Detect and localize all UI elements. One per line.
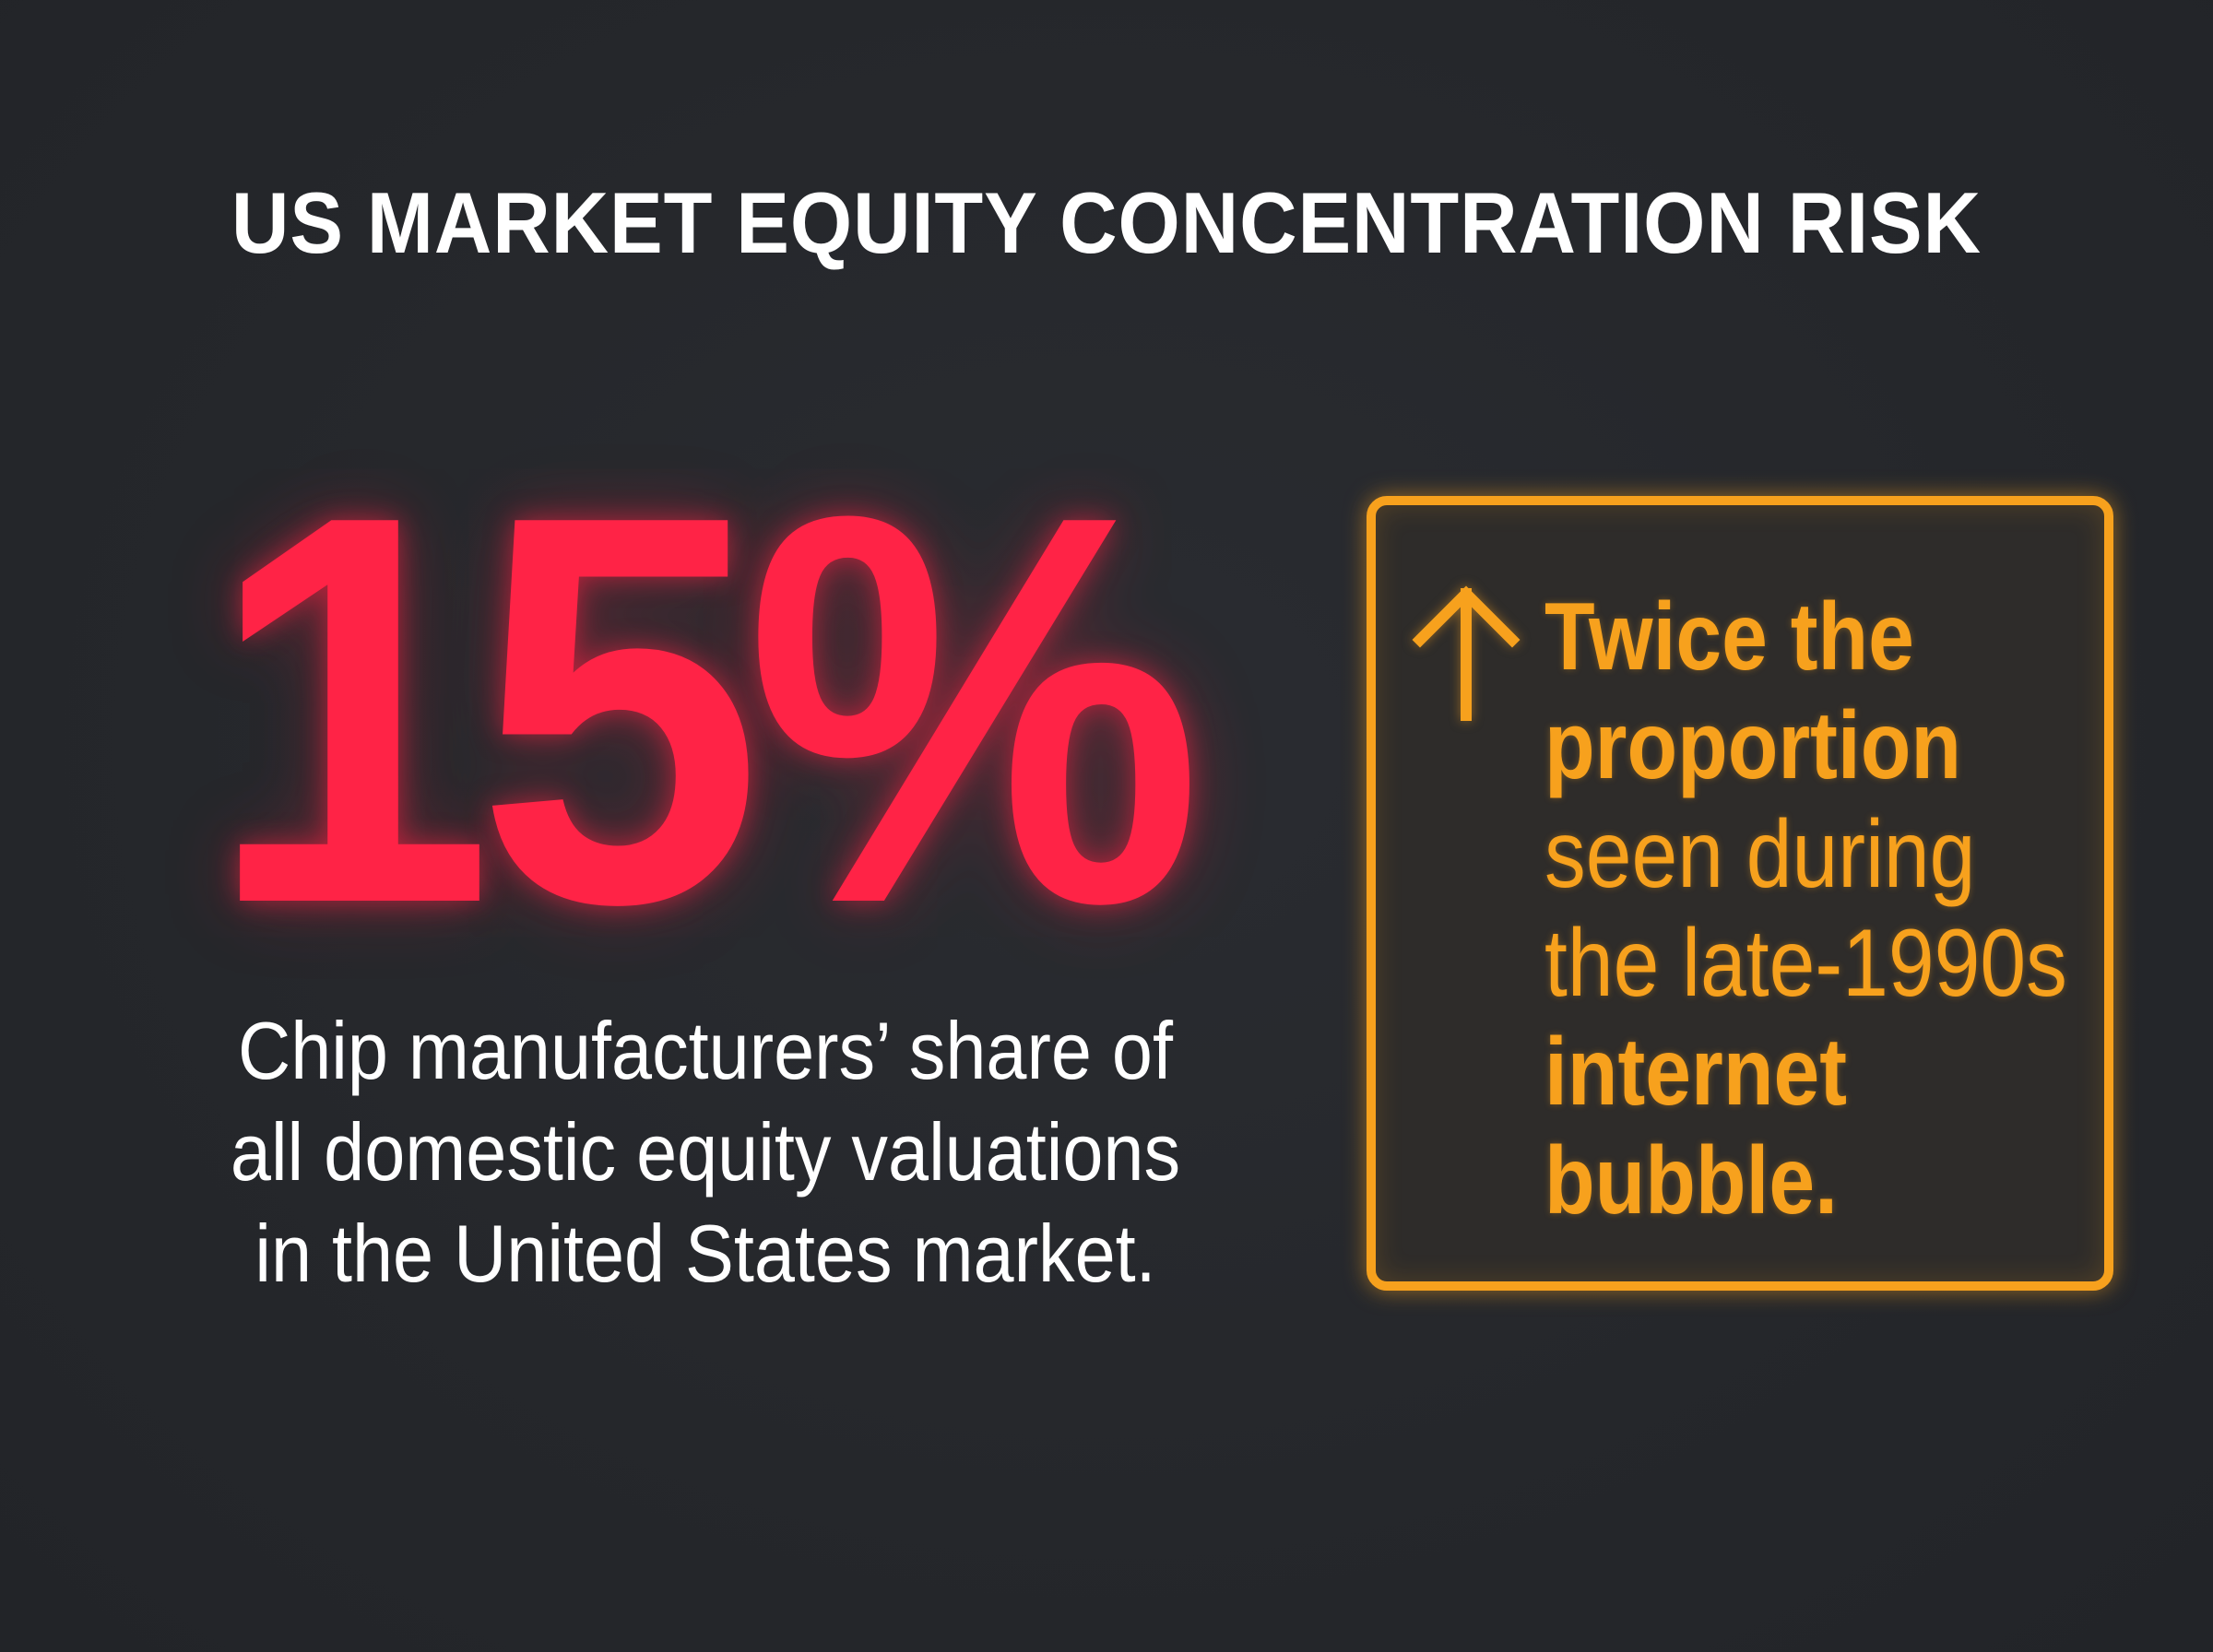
callout-line-bold: Twice the [1544, 584, 1914, 690]
caption-line: in the United States market. [254, 1208, 1156, 1299]
callout-line-bold: proportion [1544, 692, 1962, 799]
callout-line-regular: the late-1990s [1544, 910, 2067, 1017]
caption-line: Chip manufacturers’ share of [238, 1005, 1173, 1096]
arrow-up-icon [1412, 585, 1521, 721]
callout-line-bold: internet [1544, 1019, 1847, 1126]
stat-caption: Chip manufacturers’ share of all domesti… [195, 1000, 1216, 1304]
caption-line: all domestic equity valuations [230, 1106, 1181, 1198]
callout-line-bold: bubble. [1544, 1127, 1838, 1234]
headline-stat-value: 15% [207, 401, 1203, 1019]
page-title: US MARKET EQUITY CONCENTRATION RISK [231, 174, 1982, 271]
callout-text: Twice the proportion seen during the lat… [1544, 583, 2067, 1235]
callout-box [1367, 496, 2113, 1291]
callout-line-regular: seen during [1544, 801, 1976, 908]
